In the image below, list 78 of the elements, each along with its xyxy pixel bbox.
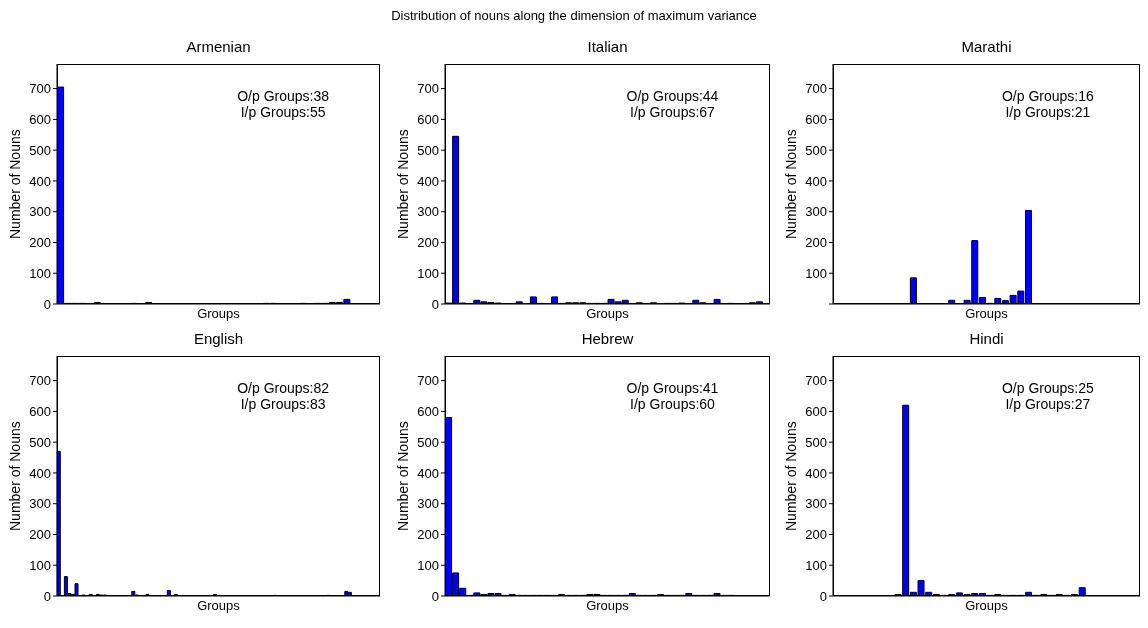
chart-title: English	[192, 330, 245, 347]
y-tick-label: 200	[29, 527, 51, 543]
x-axis-title: Groups	[964, 305, 1009, 322]
y-tick-label: 200	[417, 235, 439, 251]
y-tick-label: 300	[29, 204, 51, 220]
y-tick-label: 0	[431, 296, 439, 312]
annotation: I/p Groups:60	[629, 396, 716, 412]
y-tick-label: 500	[805, 142, 827, 158]
y-tick-label: 400	[29, 465, 51, 481]
y-tick-label: 100	[417, 265, 439, 281]
y-tick-label: 0	[819, 588, 827, 604]
annotation: I/p Groups:55	[239, 104, 327, 120]
y-tick-label: 700	[29, 373, 51, 389]
y-tick-label: 400	[29, 173, 51, 189]
y-tick-label: 700	[29, 81, 51, 97]
x-axis-title: Groups	[585, 305, 630, 322]
y-tick-label: 400	[417, 173, 439, 189]
y-tick-label: 100	[805, 265, 827, 281]
y-tick-label: 300	[417, 496, 439, 512]
annotation: O/p Groups:38	[236, 88, 330, 104]
annotation: I/p Groups:83	[239, 396, 327, 412]
y-tick-label: 700	[417, 81, 439, 97]
x-axis-title: Groups	[196, 597, 241, 614]
y-tick-label: 0	[43, 588, 51, 604]
y-tick-label: 500	[29, 434, 51, 450]
y-tick-label: 100	[417, 557, 439, 573]
y-tick-label: 500	[417, 434, 439, 450]
y-tick-label: 0	[43, 296, 51, 312]
annotation: O/p Groups:82	[236, 380, 330, 396]
y-tick-label: 700	[417, 373, 439, 389]
y-tick-label: 100	[805, 557, 827, 573]
annotation: O/p Groups:25	[1001, 380, 1095, 396]
y-tick-label: 600	[29, 112, 51, 127]
y-tick-label: 500	[805, 434, 827, 450]
x-axis-title: Groups	[196, 305, 241, 322]
annotation: O/p Groups:41	[625, 380, 720, 396]
y-tick-label: 600	[805, 404, 827, 419]
y-axis-title: Number of Nouns	[395, 128, 411, 241]
y-tick-label: 600	[29, 404, 51, 419]
y-tick-label: 200	[29, 235, 51, 251]
annotation: O/p Groups:16	[1001, 88, 1095, 104]
annotation: O/p Groups:44	[625, 88, 720, 104]
y-tick-label: 400	[805, 173, 827, 189]
annotation: I/p Groups:21	[1004, 104, 1092, 120]
y-tick-label: 500	[29, 142, 51, 158]
y-tick-label: 300	[805, 204, 827, 220]
y-tick-label: 200	[805, 527, 827, 543]
y-axis-title: Number of Nouns	[783, 128, 799, 241]
y-tick-label: 200	[805, 235, 827, 251]
x-axis-title: Groups	[585, 597, 630, 614]
y-tick-label: 0	[431, 588, 439, 604]
y-tick-label: 400	[805, 465, 827, 481]
chart-title: Hebrew	[580, 330, 635, 347]
y-axis-title: Number of Nouns	[783, 420, 799, 533]
y-tick-label: 300	[29, 496, 51, 512]
chart-title: Armenian	[185, 38, 252, 55]
annotation: I/p Groups:27	[1004, 396, 1092, 412]
y-tick-label: 100	[29, 265, 51, 281]
y-tick-label: 100	[29, 557, 51, 573]
y-tick-label: 200	[417, 527, 439, 543]
y-tick-label: 700	[805, 81, 827, 97]
y-tick-label: 600	[805, 112, 827, 127]
y-axis-title: Number of Nouns	[7, 128, 23, 241]
y-tick-label: 700	[805, 373, 827, 389]
y-tick-label: 600	[417, 404, 439, 419]
y-tick-label: 300	[805, 496, 827, 512]
text: Distribution of nouns along the dimension of maximum variance	[390, 8, 758, 23]
y-tick-label: 400	[417, 465, 439, 481]
y-tick-label: 600	[417, 112, 439, 127]
chart-title: Hindi	[968, 330, 1005, 347]
y-tick-label: 500	[417, 142, 439, 158]
y-tick-label: 300	[417, 204, 439, 220]
x-axis-title: Groups	[964, 597, 1009, 614]
y-axis-title: Number of Nouns	[395, 420, 411, 533]
chart-title: Marathi	[960, 38, 1013, 55]
annotation: I/p Groups:67	[629, 104, 716, 120]
y-axis-title: Number of Nouns	[7, 420, 23, 533]
chart-title: Italian	[586, 38, 629, 55]
